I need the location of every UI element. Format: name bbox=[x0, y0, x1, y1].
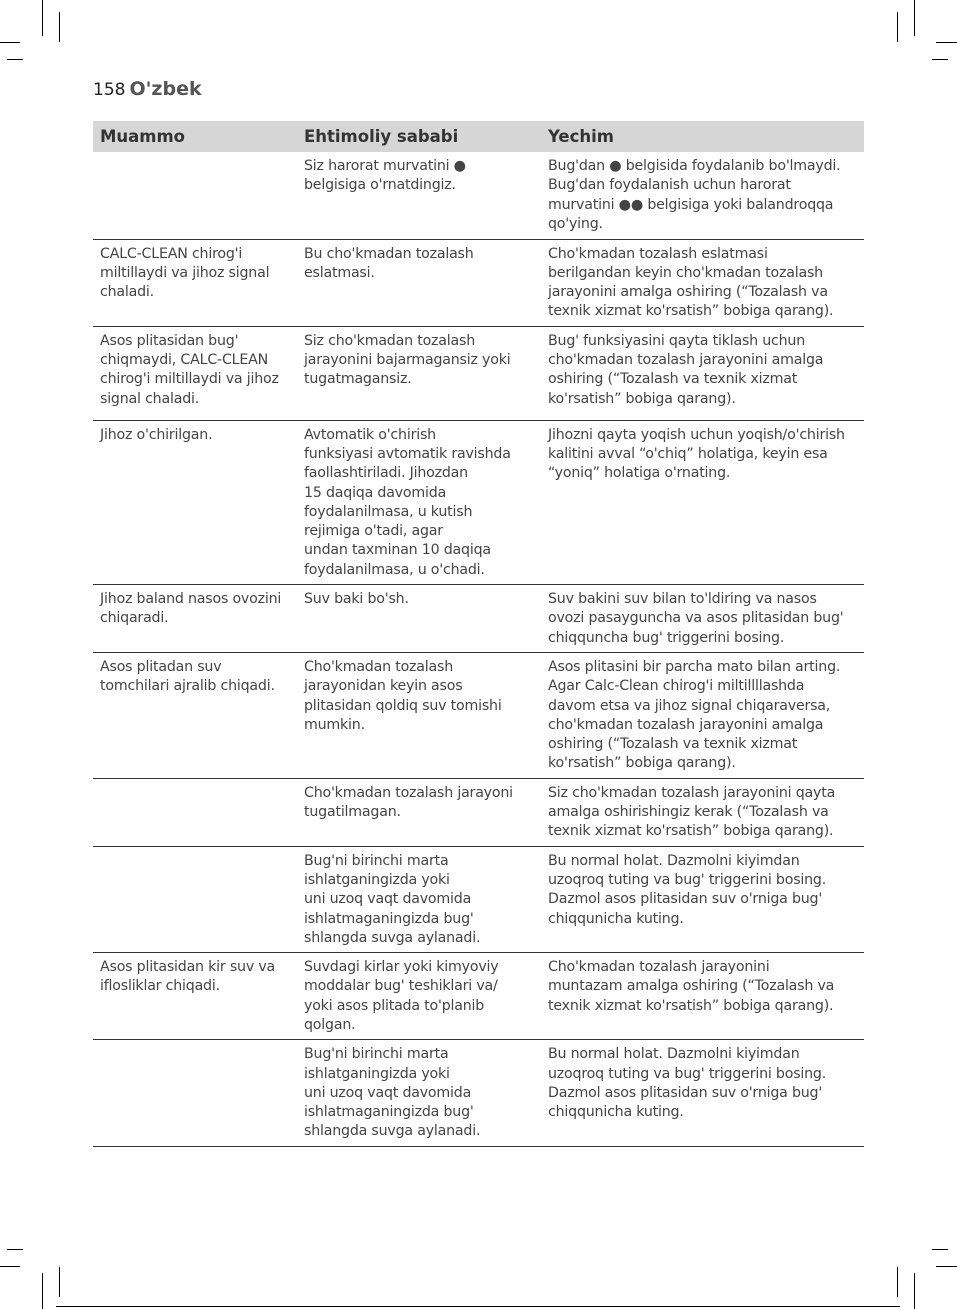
problem-cell bbox=[93, 1039, 297, 1147]
problem-cell bbox=[93, 778, 297, 847]
cause-cell: Suv baki bo'sh. bbox=[297, 584, 541, 653]
table-row: Bug'ni birinchi marta ishlatganingizda y… bbox=[93, 1039, 864, 1147]
table-header-row: Muammo Ehtimoliy sababi Yechim bbox=[93, 121, 864, 152]
table-row: Asos plitadan suv tomchilari ajralib chi… bbox=[93, 652, 864, 779]
table-row: Cho'kmadan tozalash jarayoni tugatilmaga… bbox=[93, 778, 864, 847]
cause-cell: Bug'ni birinchi marta ishlatganingizda y… bbox=[297, 846, 541, 954]
problem-cell: Jihoz baland nasos ovozini chiqaradi. bbox=[93, 584, 297, 653]
header-cause: Ehtimoliy sababi bbox=[297, 121, 541, 152]
cause-cell: Bu cho'kmadan tozalash eslatmasi. bbox=[297, 239, 541, 327]
troubleshooting-table: Muammo Ehtimoliy sababi Yechim Siz haror… bbox=[93, 121, 864, 1147]
table-row: Bug'ni birinchi marta ishlatganingizda y… bbox=[93, 846, 864, 954]
solution-cell: Bu normal holat. Dazmolni kiyimdan uzoqr… bbox=[541, 1039, 864, 1147]
problem-cell bbox=[93, 846, 297, 954]
table-row: Asos plitasidan kir suv va ifloslik­lar … bbox=[93, 952, 864, 1041]
page-number: 158 bbox=[93, 80, 126, 100]
problem-cell bbox=[93, 152, 297, 240]
problem-cell: CALC-CLEAN chirog'i miltillaydi va jihoz… bbox=[93, 239, 297, 327]
header-solution: Yechim bbox=[541, 121, 864, 152]
problem-cell: Asos plitasidan kir suv va ifloslik­lar … bbox=[93, 952, 297, 1041]
table-row: Jihoz baland nasos ovozini chiqaradi. Suv… bbox=[93, 584, 864, 653]
table-row: CALC-CLEAN chirog'i miltillaydi va jihoz… bbox=[93, 239, 864, 327]
problem-cell: Jihoz o'chirilgan. bbox=[93, 420, 297, 586]
solution-cell: Cho'kmadan tozalash jarayonini muntazam … bbox=[541, 952, 864, 1041]
cause-cell: Cho'kmadan tozalash jarayonidan keyin as… bbox=[297, 652, 541, 779]
problem-cell: Asos plitasidan bug' chiqmaydi, CALC-CLE… bbox=[93, 326, 297, 421]
header-problem: Muammo bbox=[93, 121, 297, 152]
table-row: Jihoz o'chirilgan. Avtomatik o'chirish fu… bbox=[93, 420, 864, 586]
problem-cell: Asos plitadan suv tomchilari ajralib chi… bbox=[93, 652, 297, 779]
solution-cell: Siz cho'kmadan tozalash jarayonini qayta… bbox=[541, 778, 864, 847]
cause-cell: Siz cho'kmadan tozalash jarayonini bajar… bbox=[297, 326, 541, 421]
page-language: O'zbek bbox=[129, 78, 202, 100]
solution-cell: Suv bakini suv bilan to'ldiring va nasos… bbox=[541, 584, 864, 653]
solution-cell: Bug'dan ● belgisida foydalanib bo'lmaydi… bbox=[541, 152, 864, 240]
page-header: 158 O'zbek bbox=[93, 78, 202, 100]
solution-cell: Asos plitasini bir parcha mato bilan art… bbox=[541, 652, 864, 779]
solution-cell: Jihozni qayta yoqish uchun yoqish/o'chir… bbox=[541, 420, 864, 586]
cause-cell: Cho'kmadan tozalash jarayoni tugatilmaga… bbox=[297, 778, 541, 847]
cause-cell: Suvdagi kirlar yoki kimyoviy moddalar bu… bbox=[297, 952, 541, 1041]
solution-cell: Bu normal holat. Dazmolni kiyimdan uzoqr… bbox=[541, 846, 864, 954]
table-row: Asos plitasidan bug' chiqmaydi, CALC-CLE… bbox=[93, 326, 864, 421]
cause-cell: Bug'ni birinchi marta ishlatganingizda y… bbox=[297, 1039, 541, 1147]
table-row: Siz harorat murvatini ● belgisiga o'rnat… bbox=[93, 152, 864, 240]
cause-cell: Siz harorat murvatini ● belgisiga o'rnat… bbox=[297, 152, 541, 240]
cause-cell: Avtomatik o'chirish funksiyasi avtomatik… bbox=[297, 420, 541, 586]
solution-cell: Cho'kmadan tozalash eslatmasi berilganda… bbox=[541, 239, 864, 327]
solution-cell: Bug' funksiyasini qayta tiklash uchun ch… bbox=[541, 326, 864, 421]
